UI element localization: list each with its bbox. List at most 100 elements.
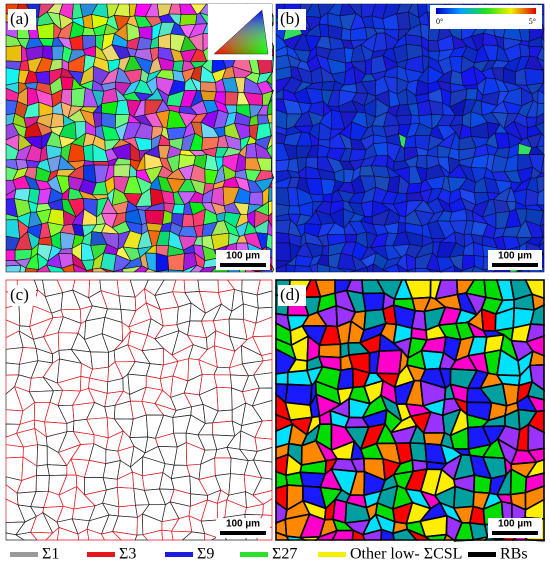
scale-bar [220,263,266,267]
grain [408,442,428,463]
grain [144,209,165,225]
grain [179,13,198,26]
grain [287,205,301,215]
grain [212,420,236,437]
grain [155,252,170,273]
grain [398,215,407,224]
legend-label: Σ9 [197,546,214,563]
legend-label: Σ1 [42,546,59,563]
grain [275,219,291,235]
colorbar-max: 5° [529,17,536,26]
grain [214,457,232,476]
grain [318,343,342,359]
grain [50,113,65,129]
grain [465,88,478,101]
label-box [278,9,306,30]
legend-swatch [240,552,268,557]
grain [271,54,274,74]
grain [5,249,16,262]
label-box [8,9,36,30]
grain [318,23,330,38]
grain [216,386,233,412]
label-box [278,285,306,306]
scale-bar [492,263,538,267]
scale-bar-label: 100 µm [498,519,532,530]
grain [136,36,153,51]
map-panel: (b) 100 µm [275,3,545,273]
grain [200,90,217,101]
grain [268,186,273,203]
grain [245,142,258,159]
scale-bar [220,531,266,535]
grain [146,222,163,232]
scale-bar-label: 100 µm [226,519,260,530]
scale-bar-label: 100 µm [498,251,532,262]
map-panel: (c) 100 µm [5,279,273,541]
scale-bar-label: 100 µm [226,251,260,262]
grain [101,100,119,115]
colorbar: 0° 5° [430,5,542,29]
grain [36,23,55,39]
ipf-triangle-overlay [213,9,269,55]
panel-label: (b) [280,9,300,28]
grain [35,475,50,492]
grain [410,114,420,125]
ipf-key [208,4,272,60]
grain [468,505,486,526]
grain [183,279,200,293]
legend-swatch [318,552,346,557]
panel-label: (a) [10,9,29,28]
grain [181,213,195,228]
grain [46,464,68,476]
legend-swatch [468,552,496,557]
legend-label: Other low- ΣCSL [350,546,462,563]
grain [118,295,137,312]
grain [197,279,219,293]
legend: Σ1 Σ3 Σ9 Σ27 Other low- ΣCSL RBs [10,546,528,563]
legend-label: Σ3 [119,546,136,563]
scale-bar [492,531,538,535]
grain [322,193,333,203]
grain [340,27,352,41]
label-box [8,285,36,306]
grain [60,76,74,90]
grain [213,374,232,389]
grain [349,27,368,41]
legend-label: RBs [500,546,528,563]
grain [275,242,292,262]
grain [248,191,264,206]
grain [284,383,313,407]
grain [524,67,544,86]
grain [136,513,144,536]
grain [90,351,110,370]
legend-swatch [10,552,38,557]
grain [375,349,403,375]
grain [542,67,545,84]
grain [116,487,136,508]
grain [473,474,493,495]
grain [117,504,138,518]
legend-swatch [87,552,115,557]
grain [224,91,239,106]
grain [271,155,273,173]
grain [171,203,185,215]
grain [344,233,358,243]
grain [5,264,22,273]
panel-label: (d) [280,285,300,304]
grain [525,538,545,542]
legend-swatch [165,552,193,557]
maps: (a) 100 µm (b) 100 µm (c) 100 µm (d) 100 µm 0° 5°… [5,3,545,563]
grain [285,264,296,273]
grain [5,45,22,62]
grain [5,456,24,481]
grain [364,58,372,75]
grain [159,306,179,327]
grain [167,253,185,272]
grain [36,444,48,467]
grain [275,371,289,386]
grain [162,209,173,225]
grain [275,187,290,207]
grain [5,362,20,376]
map-panel: (d) 100 µm [275,279,545,543]
